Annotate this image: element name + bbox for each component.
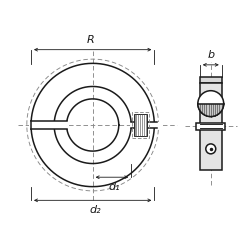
Bar [132, 112, 148, 138]
Bar [200, 83, 222, 126]
Bar [200, 83, 222, 170]
Bar [200, 126, 222, 170]
Bar [200, 77, 222, 83]
Text: b: b [207, 50, 214, 60]
Text: d₁: d₁ [108, 182, 120, 192]
Bar [28, 120, 69, 130]
Bar [134, 114, 147, 136]
Circle shape [206, 144, 216, 154]
Text: R: R [86, 35, 94, 45]
Bar [130, 122, 163, 128]
Bar [196, 122, 226, 130]
Text: d₂: d₂ [89, 205, 101, 215]
Circle shape [198, 91, 224, 117]
